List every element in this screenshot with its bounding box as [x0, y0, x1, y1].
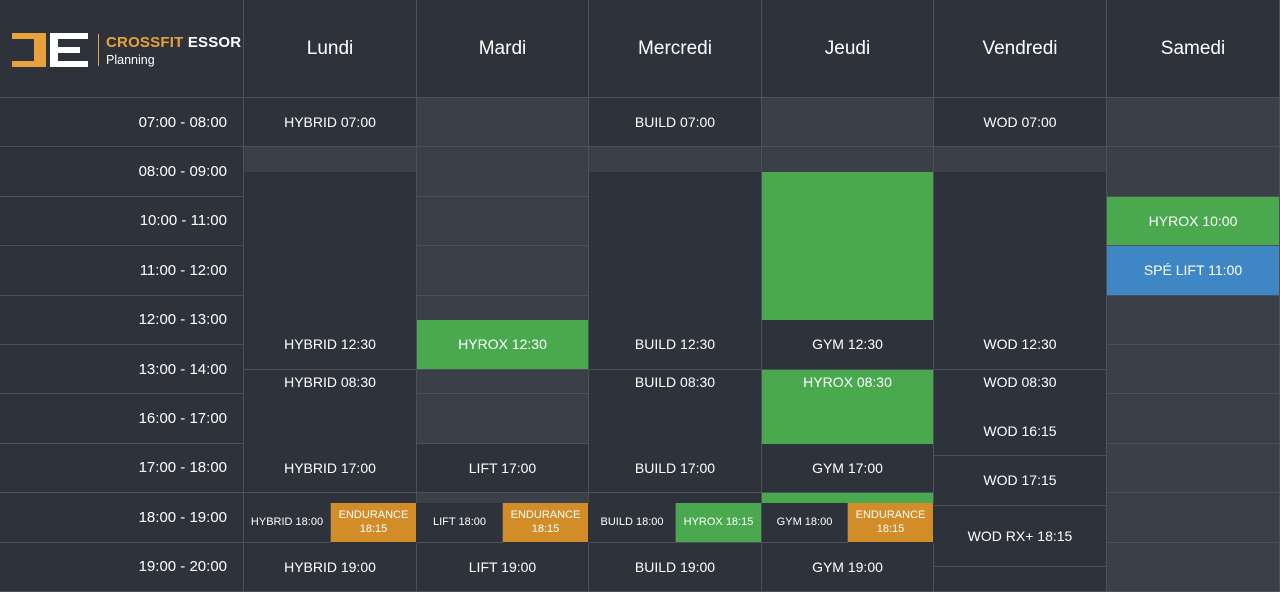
essor-logo-mark-icon	[12, 33, 88, 67]
class-slot[interactable]: LIFT 17:00	[417, 443, 589, 494]
class-slot[interactable]: HYROX 18:15	[676, 503, 762, 543]
grid-cell	[417, 98, 589, 148]
day-header-lundi: Lundi	[244, 0, 417, 98]
class-slot[interactable]: WOD 07:00	[934, 98, 1107, 148]
grid-cell	[1107, 345, 1280, 395]
day-header-mercredi: Mercredi	[589, 0, 762, 98]
grid-cell	[417, 246, 589, 296]
day-header-jeudi: Jeudi	[762, 0, 934, 98]
class-slot[interactable]: GYM 18:00	[762, 503, 848, 543]
grid-cell	[1107, 147, 1280, 197]
grid-cell	[1107, 443, 1280, 494]
grid-cell	[1107, 295, 1280, 345]
class-slot[interactable]: ENDURANCE 18:15	[848, 503, 934, 543]
class-slot[interactable]: ENDURANCE 18:15	[503, 503, 589, 543]
class-slot[interactable]: BUILD 07:00	[589, 98, 762, 148]
class-slot[interactable]: LIFT 19:00	[417, 542, 589, 592]
brand-main: ESSOR	[187, 34, 242, 51]
class-slot[interactable]: HYBRID 12:30	[244, 320, 417, 370]
grid-cell	[1107, 98, 1280, 148]
time-slot: 12:00 - 13:00	[0, 295, 244, 345]
logo: CROSSFIT ESSOR Planning	[0, 0, 244, 98]
class-slot[interactable]: BUILD 19:00	[589, 542, 762, 592]
class-slot[interactable]: WOD 16:15	[934, 406, 1107, 457]
class-slot[interactable]: GYM 19:00	[762, 542, 934, 592]
class-slot[interactable]: BUILD 12:30	[589, 320, 762, 370]
time-slot: 13:00 - 14:00	[0, 345, 244, 395]
grid-cell	[762, 98, 934, 148]
class-slot[interactable]: HYROX 12:30	[417, 320, 589, 370]
class-slot[interactable]: HYBRID 18:00	[244, 503, 331, 543]
class-slot[interactable]: LIFT 18:00	[417, 503, 503, 543]
class-slot[interactable]: BUILD 17:00	[589, 443, 762, 494]
time-slot: 07:00 - 08:00	[0, 98, 244, 148]
class-slot[interactable]: WOD 17:15	[934, 456, 1107, 506]
grid-cell	[1107, 394, 1280, 444]
time-slot: 16:00 - 17:00	[0, 394, 244, 444]
class-slot[interactable]: GYM 17:00	[762, 443, 934, 494]
time-slot: 10:00 - 11:00	[0, 196, 244, 247]
day-header-vendredi: Vendredi	[934, 0, 1107, 98]
day-header-samedi: Samedi	[1107, 0, 1280, 98]
grid-cell	[1107, 542, 1280, 592]
brand-name: CROSSFIT ESSOR	[106, 34, 241, 51]
class-slot[interactable]: HYBRID 17:00	[244, 443, 417, 494]
grid-cell	[417, 196, 589, 247]
logo-divider	[98, 34, 99, 66]
time-slot: 11:00 - 12:00	[0, 246, 244, 296]
class-slot[interactable]: WOD 12:30	[934, 320, 1107, 370]
logo-subtitle: Planning	[106, 53, 155, 67]
day-header-mardi: Mardi	[417, 0, 589, 98]
time-slot: 18:00 - 19:00	[0, 493, 244, 543]
class-slot[interactable]: SPÉ LIFT 11:00	[1107, 246, 1280, 296]
class-slot[interactable]: BUILD 18:00	[589, 503, 676, 543]
class-slot[interactable]: WOD RX+ 18:15	[934, 505, 1107, 568]
time-slot: 17:00 - 18:00	[0, 443, 244, 494]
grid-cell	[1107, 493, 1280, 543]
time-slot: 19:00 - 20:00	[0, 542, 244, 592]
class-slot[interactable]: HYBRID 19:00	[244, 542, 417, 592]
time-slot: 08:00 - 09:00	[0, 147, 244, 197]
class-slot[interactable]: GYM 12:30	[762, 320, 934, 370]
class-slot[interactable]: HYROX 10:00	[1107, 196, 1280, 247]
class-slot[interactable]: ENDURANCE 18:15	[331, 503, 417, 543]
grid-cell	[417, 147, 589, 197]
class-slot[interactable]: HYBRID 07:00	[244, 98, 417, 148]
brand-accent: CROSSFIT	[106, 34, 184, 51]
grid-cell	[417, 394, 589, 444]
